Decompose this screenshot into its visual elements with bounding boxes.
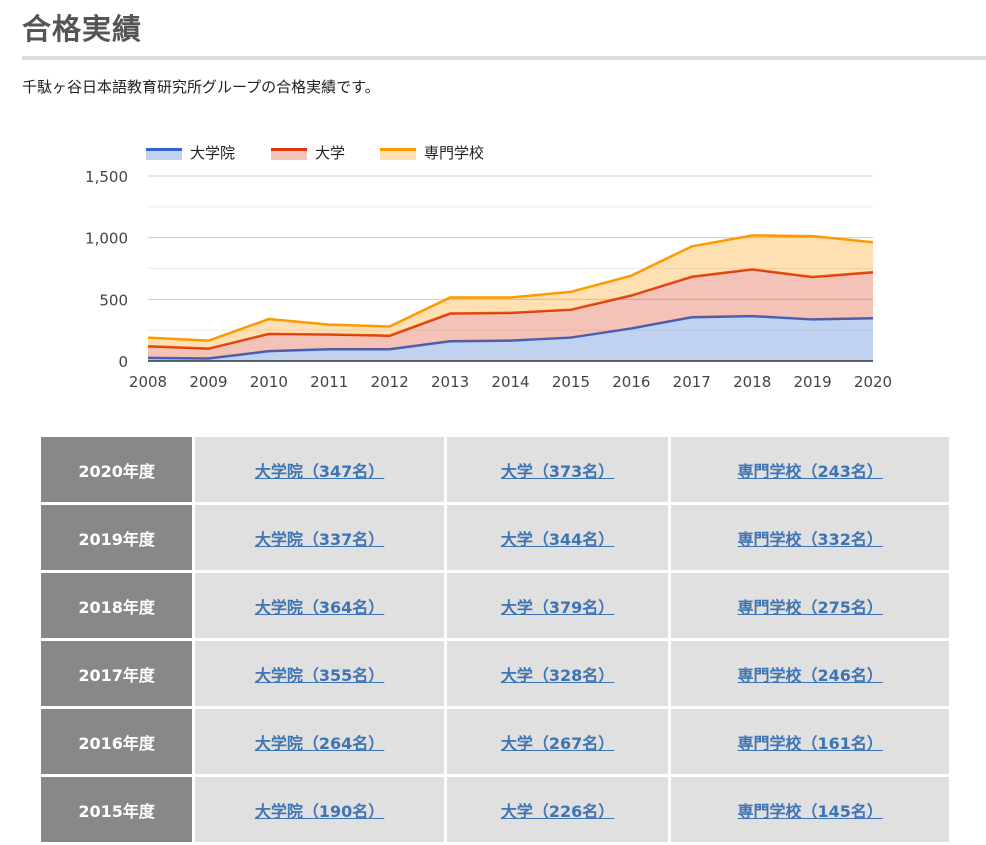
legend-label-university: 大学	[315, 144, 345, 162]
area-vocational	[148, 235, 873, 349]
series-line-university	[147, 268, 874, 350]
legend-swatch-vocational	[380, 150, 416, 160]
university-link[interactable]: 大学（344名）	[500, 529, 615, 549]
legend-item-vocational[interactable]: 専門学校	[380, 144, 484, 162]
table-row: 2015年度 大学院（190名） 大学（226名） 専門学校（145名）	[41, 777, 949, 842]
year-cell: 2017年度	[41, 641, 193, 706]
x-tick-label: 2008	[129, 373, 167, 391]
university-link[interactable]: 大学（379名）	[500, 597, 615, 617]
year-cell: 2019年度	[41, 505, 193, 570]
vocational-link[interactable]: 専門学校（246名）	[737, 665, 883, 685]
graduate-link[interactable]: 大学院（355名）	[254, 665, 385, 685]
graduate-link[interactable]: 大学院（337名）	[254, 529, 385, 549]
legend: 大学院 大学 専門学校	[146, 144, 484, 162]
vocational-link[interactable]: 専門学校（161名）	[737, 733, 883, 753]
vocational-link[interactable]: 専門学校（145名）	[737, 801, 883, 821]
x-tick-label: 2012	[371, 373, 409, 391]
grid-lines	[148, 175, 873, 362]
y-tick-label: 1,500	[85, 168, 128, 186]
university-cell: 大学（267名）	[446, 709, 669, 774]
vocational-cell: 専門学校（161名）	[671, 709, 949, 774]
graduate-cell: 大学院（337名）	[195, 505, 444, 570]
x-tick-label: 2017	[673, 373, 711, 391]
y-tick-label: 1,000	[85, 230, 128, 248]
table-row: 2018年度 大学院（364名） 大学（379名） 専門学校（275名）	[41, 573, 949, 638]
vocational-link[interactable]: 専門学校（332名）	[737, 529, 883, 549]
university-cell: 大学（373名）	[446, 437, 669, 502]
table-row: 2019年度 大学院（337名） 大学（344名） 専門学校（332名）	[41, 505, 949, 570]
x-tick-label: 2016	[612, 373, 650, 391]
graduate-cell: 大学院（364名）	[195, 573, 444, 638]
year-cell: 2020年度	[41, 437, 193, 502]
legend-item-university[interactable]: 大学	[271, 144, 345, 162]
legend-item-graduate[interactable]: 大学院	[146, 144, 235, 162]
x-tick-label: 2020	[854, 373, 892, 391]
year-cell: 2016年度	[41, 709, 193, 774]
graduate-link[interactable]: 大学院（347名）	[254, 461, 385, 481]
vocational-cell: 専門学校（243名）	[671, 437, 949, 502]
university-cell: 大学（379名）	[446, 573, 669, 638]
graduate-cell: 大学院（190名）	[195, 777, 444, 842]
graduate-cell: 大学院（355名）	[195, 641, 444, 706]
graduate-cell: 大学院（347名）	[195, 437, 444, 502]
graduate-link[interactable]: 大学院（364名）	[254, 597, 385, 617]
series-line-graduate	[147, 314, 874, 360]
university-cell: 大学（226名）	[446, 777, 669, 842]
university-link[interactable]: 大学（328名）	[500, 665, 615, 685]
x-tick-label: 2010	[250, 373, 288, 391]
legend-label-graduate: 大学院	[190, 144, 235, 162]
university-cell: 大学（328名）	[446, 641, 669, 706]
vocational-cell: 専門学校（145名）	[671, 777, 949, 842]
year-cell: 2015年度	[41, 777, 193, 842]
table-row: 2016年度 大学院（264名） 大学（267名） 専門学校（161名）	[41, 709, 949, 774]
university-link[interactable]: 大学（267名）	[500, 733, 615, 753]
legend-swatch-university	[271, 150, 307, 160]
y-tick-label: 0	[118, 353, 128, 371]
university-link[interactable]: 大学（373名）	[500, 461, 615, 481]
university-link[interactable]: 大学（226名）	[500, 801, 615, 821]
vocational-link[interactable]: 専門学校（243名）	[737, 461, 883, 481]
vocational-cell: 専門学校（332名）	[671, 505, 949, 570]
x-tick-label: 2013	[431, 373, 469, 391]
table-row: 2017年度 大学院（355名） 大学（328名） 専門学校（246名）	[41, 641, 949, 706]
x-tick-label: 2019	[793, 373, 831, 391]
y-axis: 0 500 1,000 1,500	[85, 168, 128, 371]
legend-line-vocational	[380, 148, 416, 151]
plot-area	[147, 234, 874, 362]
legend-swatch-graduate	[146, 150, 182, 160]
x-tick-label: 2015	[552, 373, 590, 391]
year-cell: 2018年度	[41, 573, 193, 638]
x-tick-label: 2011	[310, 373, 348, 391]
vocational-cell: 専門学校（275名）	[671, 573, 949, 638]
y-tick-label: 500	[99, 291, 128, 309]
graduate-link[interactable]: 大学院（264名）	[254, 733, 385, 753]
x-axis: 2008 2009 2010 2011 2012 2013 2014 2015 2016 2017…	[129, 373, 892, 391]
legend-line-graduate	[146, 148, 182, 151]
table-row: 2020年度 大学院（347名） 大学（373名） 専門学校（243名）	[41, 437, 949, 502]
legend-label-vocational: 専門学校	[424, 144, 484, 162]
graduate-cell: 大学院（264名）	[195, 709, 444, 774]
page-title: 合格実績	[22, 12, 143, 46]
graduate-link[interactable]: 大学院（190名）	[254, 801, 385, 821]
x-tick-label: 2009	[189, 373, 227, 391]
vocational-link[interactable]: 専門学校（275名）	[737, 597, 883, 617]
title-divider	[22, 56, 986, 60]
series-line-vocational	[147, 234, 874, 342]
legend-line-university	[271, 148, 307, 151]
results-table-body: 2020年度 大学院（347名） 大学（373名） 専門学校（243名） 2019年度大…	[41, 437, 949, 842]
intro-text: 千駄ヶ谷日本語教育研究所グループの合格実績です。	[22, 78, 380, 96]
x-tick-label: 2014	[491, 373, 529, 391]
university-cell: 大学（344名）	[446, 505, 669, 570]
vocational-cell: 専門学校（246名）	[671, 641, 949, 706]
results-table: 2020年度 大学院（347名） 大学（373名） 専門学校（243名） 2019年度大…	[38, 434, 952, 845]
x-tick-label: 2018	[733, 373, 771, 391]
